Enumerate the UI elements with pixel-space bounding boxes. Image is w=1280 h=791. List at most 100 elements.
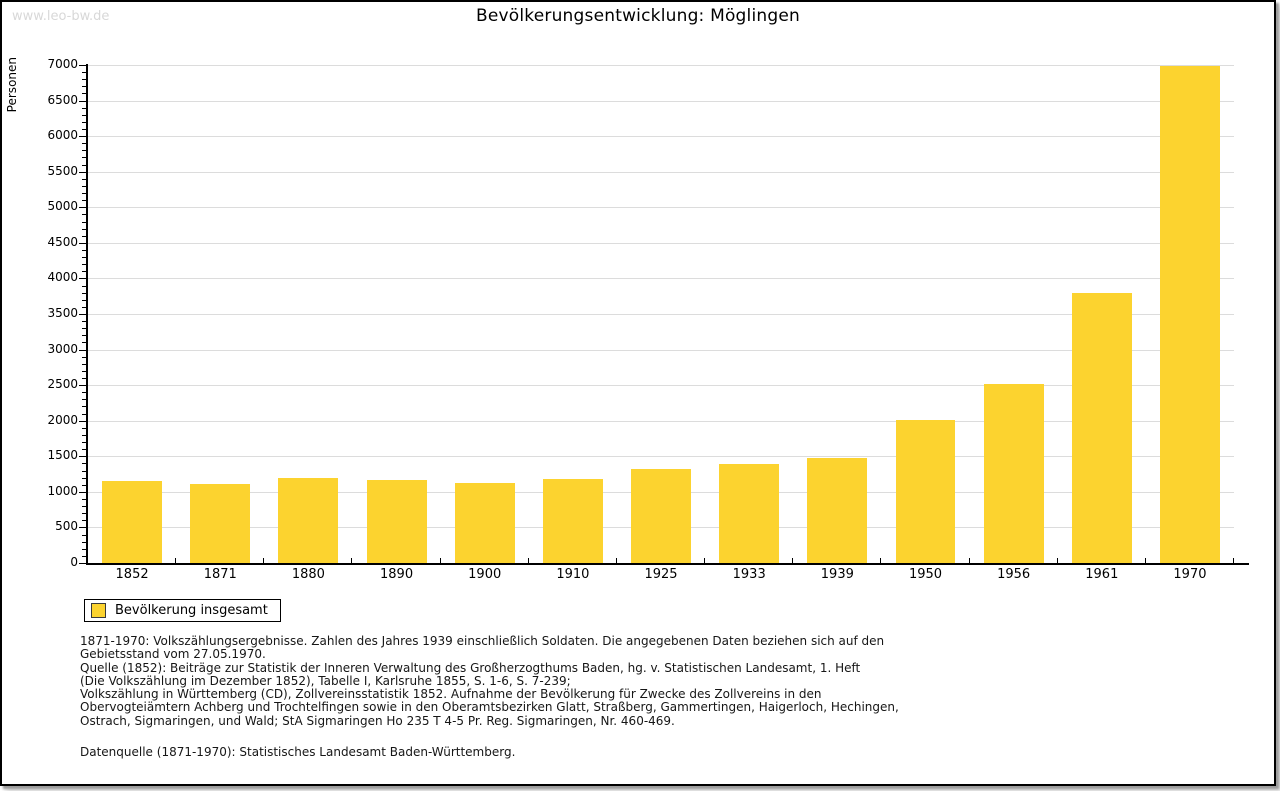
bar-slot bbox=[88, 65, 176, 563]
x-axis-labels: 1852 1871 1880 1890 1900 1910 1925 1933 1939 1950… bbox=[88, 567, 1234, 582]
y-axis-tick bbox=[79, 349, 86, 351]
x-axis-label: 1890 bbox=[380, 567, 414, 582]
y-axis-tick bbox=[79, 527, 86, 529]
y-axis-tick bbox=[82, 129, 86, 131]
y-axis-tick bbox=[82, 548, 86, 550]
y-axis-tick bbox=[82, 463, 86, 465]
y-axis-tick bbox=[82, 178, 86, 180]
y-axis-tick bbox=[82, 292, 86, 294]
footer-line: Volkszählung in Württemberg (CD), Zollve… bbox=[80, 687, 822, 702]
y-axis-tick-label: 7000 bbox=[47, 57, 78, 71]
y-axis-tick bbox=[79, 385, 86, 387]
y-axis-tick-label: 4500 bbox=[47, 234, 78, 249]
gridline bbox=[88, 171, 1234, 173]
y-axis-tick bbox=[82, 555, 86, 557]
y-axis-tick-label: 0 bbox=[70, 555, 78, 569]
y-axis-tick bbox=[82, 114, 86, 116]
x-axis-label: 1933 bbox=[732, 567, 766, 582]
y-axis-tick-label: 3000 bbox=[47, 341, 78, 356]
y-axis-tick-label: 1000 bbox=[47, 483, 78, 498]
bar bbox=[190, 484, 251, 563]
y-axis-tick-label: 6500 bbox=[47, 92, 78, 107]
y-axis-line bbox=[86, 64, 88, 565]
y-axis-tick bbox=[82, 406, 86, 408]
x-axis-label: 1900 bbox=[468, 567, 502, 582]
x-axis-label: 1939 bbox=[820, 567, 854, 582]
y-axis-tick bbox=[82, 271, 86, 273]
x-axis-tick bbox=[880, 558, 882, 563]
x-axis-label: 1852 bbox=[115, 567, 149, 582]
bar bbox=[895, 420, 956, 563]
y-axis-tick bbox=[82, 392, 86, 394]
y-axis-tick bbox=[79, 278, 86, 280]
x-axis-tick bbox=[792, 558, 794, 563]
bar-slot bbox=[264, 65, 352, 563]
x-axis-tick bbox=[263, 558, 265, 563]
y-axis-tick bbox=[82, 157, 86, 159]
y-axis-tick bbox=[82, 477, 86, 479]
y-axis-tick bbox=[82, 470, 86, 472]
legend: Bevölkerung insgesamt bbox=[84, 599, 281, 622]
gridline bbox=[88, 349, 1234, 351]
y-axis-tick bbox=[82, 299, 86, 301]
bar bbox=[542, 479, 603, 563]
y-axis-tick bbox=[82, 214, 86, 216]
y-axis-tick bbox=[82, 164, 86, 166]
y-axis-tick bbox=[82, 449, 86, 451]
y-axis-tick bbox=[82, 442, 86, 444]
x-axis-tick bbox=[175, 558, 177, 563]
bar bbox=[631, 469, 691, 563]
y-axis-tick bbox=[82, 328, 86, 330]
bar bbox=[366, 479, 427, 563]
y-axis-tick bbox=[82, 86, 86, 88]
gridline bbox=[88, 314, 1234, 315]
y-axis-tick bbox=[82, 506, 86, 508]
bar-slot bbox=[352, 65, 440, 563]
y-axis-tick bbox=[82, 264, 86, 266]
y-axis-tick bbox=[82, 150, 86, 152]
bar bbox=[278, 478, 339, 563]
y-axis-tick-label: 3500 bbox=[47, 306, 78, 320]
x-axis-tick bbox=[615, 558, 617, 563]
x-axis-tick bbox=[1056, 558, 1058, 563]
gridline bbox=[88, 278, 1234, 280]
legend-swatch-icon bbox=[91, 603, 106, 618]
y-axis-tick bbox=[82, 513, 86, 515]
x-axis-label: 1871 bbox=[203, 567, 237, 582]
y-axis-tick bbox=[82, 306, 86, 308]
y-axis-tick bbox=[82, 121, 86, 123]
x-axis-tick bbox=[1233, 558, 1234, 563]
x-axis-label: 1970 bbox=[1173, 567, 1207, 582]
y-axis-tick-label: 4000 bbox=[47, 270, 78, 285]
y-axis-tick bbox=[82, 427, 86, 429]
footer-line: Gebietsstand vom 27.05.1970. bbox=[80, 647, 266, 662]
bar-slot bbox=[529, 65, 617, 563]
y-axis-tick bbox=[79, 314, 86, 315]
y-axis-tick bbox=[82, 378, 86, 380]
x-axis-label: 1910 bbox=[556, 567, 590, 582]
y-axis-tick bbox=[82, 534, 86, 536]
y-axis-tick bbox=[82, 79, 86, 81]
y-axis-tick-label: 2000 bbox=[47, 412, 78, 427]
gridline bbox=[88, 242, 1234, 244]
gridline bbox=[88, 65, 1234, 66]
x-axis-line bbox=[86, 563, 1249, 565]
y-axis-tick-label: 1500 bbox=[47, 448, 78, 463]
legend-label: Bevölkerung insgesamt bbox=[115, 603, 268, 618]
gridline bbox=[88, 385, 1234, 387]
y-axis-tick bbox=[82, 370, 86, 372]
gridline bbox=[88, 207, 1234, 209]
y-axis-tick-label: 5000 bbox=[47, 199, 78, 214]
y-axis-tick bbox=[82, 257, 86, 259]
bar bbox=[454, 482, 515, 563]
y-axis-tick bbox=[79, 100, 86, 102]
y-axis-tick bbox=[82, 498, 86, 500]
footer-line: (Die Volkszählung im Dezember 1852), Tab… bbox=[80, 673, 571, 688]
x-axis-label: 1880 bbox=[291, 567, 325, 582]
y-axis-tick bbox=[79, 207, 86, 209]
y-axis-tick bbox=[79, 65, 86, 66]
x-axis-tick bbox=[527, 558, 529, 563]
y-axis-tick bbox=[79, 563, 86, 564]
bar-slot bbox=[881, 65, 969, 563]
x-axis-tick bbox=[1144, 558, 1146, 563]
